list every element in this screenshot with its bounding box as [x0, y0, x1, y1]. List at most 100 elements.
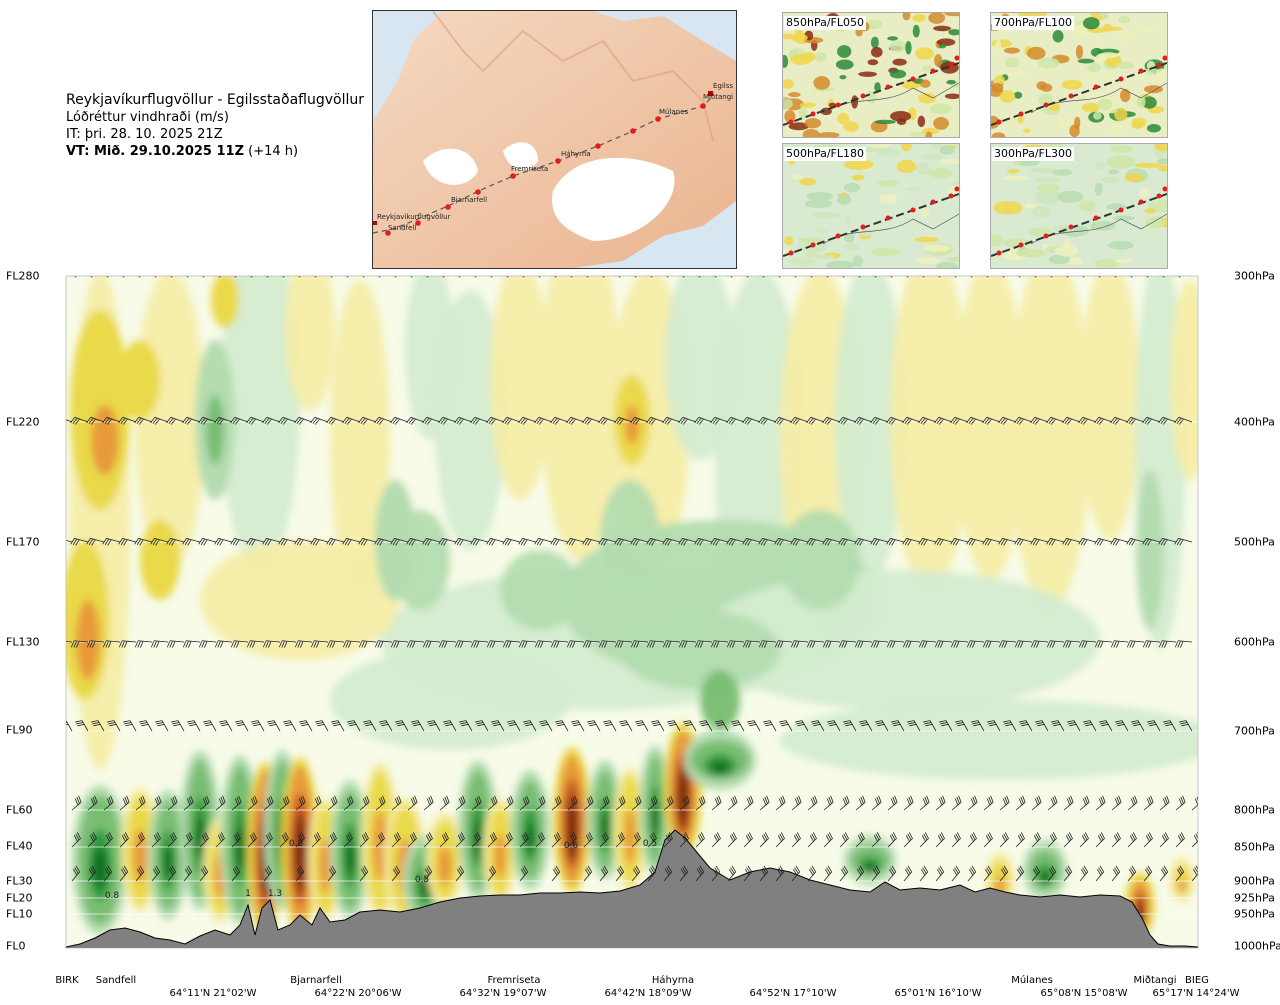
wind-barb-flag — [697, 640, 701, 648]
wind-barb-flag — [604, 797, 608, 804]
mini-map-cell — [806, 191, 834, 201]
wind-barb-flag — [122, 418, 128, 425]
wind-barb-flag — [488, 276, 490, 277]
contour-labels: 0.8 1 1.30.80.50.6 0.5 — [105, 839, 657, 901]
velocity-cell — [600, 480, 660, 600]
wind-barb-flag — [59, 272, 64, 277]
wind-barb-flag — [732, 832, 737, 839]
wind-barb-flag — [715, 720, 723, 723]
wind-barb-flag — [556, 832, 561, 839]
wind-barb-flag — [587, 720, 595, 723]
wind-barb — [1143, 276, 1144, 277]
wind-barb-flag — [489, 640, 493, 648]
wind-barb-flag — [924, 722, 932, 725]
wind-barb-flag — [359, 270, 364, 275]
wind-barb-flag — [790, 538, 795, 545]
wind-barb-flag — [406, 538, 411, 545]
wind-barb-flag — [1052, 722, 1060, 725]
wind-barb-flag — [247, 270, 252, 275]
wind-barb-flag — [534, 640, 539, 648]
wind-barb-flag — [822, 640, 827, 648]
wind-barb-flag — [990, 795, 994, 803]
wind-barb-flag — [958, 795, 962, 803]
wind-barb-flag — [438, 416, 444, 423]
wind-barb-flag — [538, 798, 543, 806]
wind-barb-flag — [425, 640, 429, 648]
wind-barb-flag — [280, 276, 282, 277]
wind-barb-flag — [456, 276, 458, 277]
wind-barb-flag — [187, 833, 192, 841]
wind-barb-flag — [66, 720, 67, 722]
wind-barb-flag — [616, 276, 618, 277]
wind-barb-flag — [550, 640, 555, 648]
wind-barb-flag — [567, 270, 572, 275]
wind-barb-flag — [1166, 795, 1170, 803]
mini-map-waypoint — [1156, 62, 1162, 68]
wind-barb-flag — [252, 832, 257, 839]
wind-barb-flag — [758, 640, 763, 648]
wind-barb — [535, 276, 536, 277]
wind-barb-flag — [344, 276, 346, 277]
wind-barb-flag — [681, 640, 685, 648]
wind-barb-flag — [328, 276, 330, 277]
chart-title-block: Reykjavíkurflugvöllur - Egilsstaðaflugvö… — [66, 92, 364, 160]
wind-barb-flag — [296, 417, 302, 424]
wind-barb-flag — [233, 835, 238, 842]
wind-barb-flag — [266, 798, 271, 806]
velocity-cell — [624, 808, 636, 864]
wind-barb-flag — [1038, 795, 1042, 803]
wind-barb-flag — [254, 795, 258, 803]
wind-barb-flag — [812, 722, 820, 725]
wind-barb-flag — [713, 640, 717, 648]
wind-barb-flag — [505, 835, 510, 842]
wind-barb-flag — [262, 640, 267, 648]
wind-barb-flag — [282, 276, 285, 278]
wind-barb-flag — [649, 835, 654, 842]
wind-barb-flag — [998, 416, 1004, 423]
wind-barb-flag — [203, 641, 208, 648]
wind-barb-flag — [558, 795, 562, 803]
wind-barb-flag — [1161, 640, 1165, 648]
wind-barb — [135, 276, 136, 277]
wind-barb-flag — [299, 865, 305, 873]
wind-barb-flag — [888, 868, 894, 876]
wind-barb-flag — [845, 723, 853, 727]
wind-barb-flag — [1000, 868, 1006, 876]
wind-barb-flag — [1128, 868, 1134, 876]
wind-barb-flag — [454, 640, 459, 648]
wind-barb-flag — [90, 867, 95, 874]
mini-map-cell — [938, 43, 947, 49]
mini-map-cell — [896, 159, 917, 174]
wind-barb-flag — [566, 640, 571, 648]
wind-barb-flag — [214, 416, 220, 423]
mini-map-cell — [906, 187, 923, 192]
wind-barb-flag — [939, 865, 945, 873]
mini-map-cell — [912, 14, 927, 22]
mini-map-cell — [1097, 98, 1113, 111]
wind-barb-flag — [518, 538, 523, 545]
wind-barb-flag — [236, 722, 244, 725]
wind-barb-flag — [630, 416, 636, 423]
wind-barb-flag — [710, 538, 715, 545]
wind-barb-flag — [669, 723, 677, 727]
wind-barb-flag — [536, 538, 542, 546]
wind-barb-flag — [1094, 538, 1099, 545]
wind-barb-flag — [1066, 867, 1071, 874]
wind-barb-flag — [170, 867, 175, 874]
wind-barb-flag — [860, 797, 864, 804]
wind-barb-flag — [1179, 641, 1184, 648]
wind-barb-flag — [810, 418, 816, 425]
wind-barb-flag — [91, 833, 96, 841]
velocity-cell — [864, 863, 876, 873]
wind-barb-flag — [488, 868, 494, 876]
wind-barb-flag — [235, 539, 240, 546]
wind-barb-flag — [571, 539, 576, 546]
wind-barb-flag — [75, 865, 81, 873]
wind-barb-flag — [858, 418, 864, 425]
wind-barb-flag — [1003, 720, 1011, 723]
wind-barb-flag — [749, 723, 757, 727]
wind-barb-flag — [374, 538, 379, 545]
wind-barb-flag — [716, 832, 721, 839]
mini-map-cell — [1061, 79, 1083, 90]
wind-barb-flag — [66, 723, 69, 726]
